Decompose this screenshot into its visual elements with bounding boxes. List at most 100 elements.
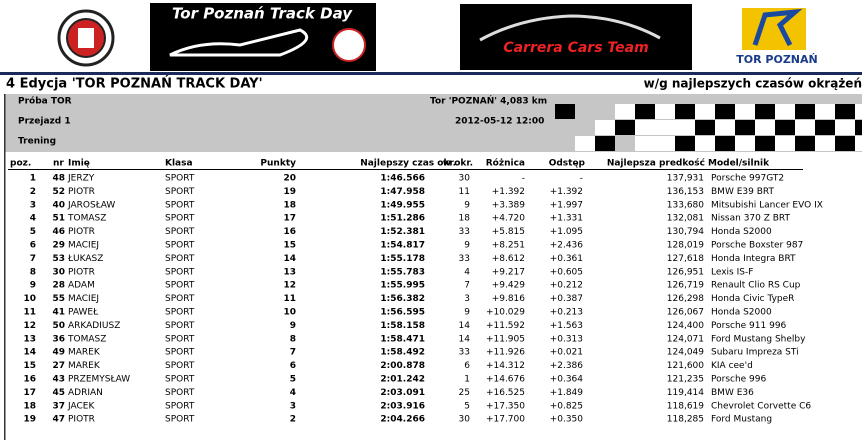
check <box>655 104 675 119</box>
cell: 14 <box>283 254 296 264</box>
cell: ADRIAN <box>68 388 103 398</box>
cell: 11 <box>283 294 296 304</box>
cell: +1.392 <box>550 187 583 197</box>
cell: 1:51.286 <box>380 214 425 224</box>
cell: +17.350 <box>486 401 525 411</box>
banner-right-text: Carrera Cars Team <box>503 40 648 56</box>
cell: SPORT <box>165 375 195 385</box>
cell: 5 <box>290 375 296 385</box>
cell: 10 <box>283 308 296 318</box>
cell: PIOTR <box>68 227 95 237</box>
cell: Chevrolet Corvette C6 <box>711 401 811 411</box>
cell: 126,719 <box>667 281 704 291</box>
cell: 17 <box>23 388 36 398</box>
check <box>755 120 775 135</box>
cell: +3.389 <box>492 200 526 210</box>
cell: JAROSŁAW <box>67 200 115 210</box>
cell: Nissan 370 Z BRT <box>711 214 791 224</box>
subtitle: w/g najlepszych czasów okrążeń <box>644 77 862 91</box>
cell: +1.997 <box>550 200 583 210</box>
check <box>575 136 595 151</box>
check <box>755 104 775 119</box>
cell: 6 <box>464 361 470 371</box>
column-header: nr <box>53 159 64 169</box>
banner-left-text: Tor Poznań Track Day <box>172 5 353 23</box>
check <box>815 136 835 151</box>
cell: 4 <box>464 267 470 277</box>
cell: Honda Civic TypeR <box>711 294 794 304</box>
cell: +1.563 <box>550 321 583 331</box>
check <box>595 120 615 135</box>
cell: 2:03.091 <box>380 388 425 398</box>
cell: PIOTR <box>68 267 95 277</box>
cell: 41 <box>52 308 65 318</box>
cell: +1.392 <box>492 187 525 197</box>
cell: SPORT <box>165 388 195 398</box>
cell: 13 <box>283 267 296 277</box>
cell: SPORT <box>165 361 195 371</box>
cell: MAREK <box>68 348 101 358</box>
check <box>615 120 635 135</box>
session-type: Trening <box>18 137 56 147</box>
cell: Honda S2000 <box>711 308 772 318</box>
cell: 126,951 <box>667 267 704 277</box>
check <box>695 136 715 151</box>
cell: 53 <box>52 254 65 264</box>
cell: SPORT <box>165 200 195 210</box>
cell: 49 <box>52 348 65 358</box>
cell: PAWEŁ <box>68 308 99 318</box>
checkered-flag <box>555 104 862 151</box>
cell: 4 <box>30 214 36 224</box>
cell: 7 <box>290 348 296 358</box>
cell: ARKADIUSZ <box>68 321 120 331</box>
cell: TOMASZ <box>67 334 106 344</box>
poznan-logo-text: TOR POZNAŃ <box>736 53 817 66</box>
cell: 10 <box>23 294 36 304</box>
cell: 1:46.566 <box>380 174 425 184</box>
cell: 50 <box>52 321 65 331</box>
cell: 118,619 <box>667 401 704 411</box>
cell: 14 <box>459 334 471 344</box>
cell: +9.816 <box>492 294 526 304</box>
cell: 133,680 <box>667 200 704 210</box>
cell: TOMASZ <box>67 214 106 224</box>
track-outline <box>169 28 309 57</box>
cell: 1:54.817 <box>380 241 425 251</box>
check <box>735 120 755 135</box>
check <box>775 136 795 151</box>
cell: MAREK <box>68 361 101 371</box>
cell: - <box>580 174 583 184</box>
column-header: Najlepszy czas okr. <box>360 159 456 169</box>
cell: 13 <box>23 334 36 344</box>
check <box>775 104 795 119</box>
cell: 126,298 <box>667 294 704 304</box>
cell: 27 <box>52 361 65 371</box>
cell: +1.331 <box>550 214 583 224</box>
cell: 124,400 <box>667 321 704 331</box>
cell: 46 <box>52 227 65 237</box>
cell: +11.926 <box>486 348 525 358</box>
cell: +0.825 <box>550 401 583 411</box>
check <box>795 136 815 151</box>
column-header: Imię <box>68 159 90 169</box>
cell: 30 <box>459 415 471 425</box>
cell: SPORT <box>165 267 195 277</box>
cell: SPORT <box>165 254 195 264</box>
cell: 14 <box>459 321 471 331</box>
cell: 3 <box>30 200 36 210</box>
cell: 12 <box>283 281 296 291</box>
cell: 9 <box>464 200 470 210</box>
cell: 1 <box>464 375 470 385</box>
cell: MACIEJ <box>68 241 99 251</box>
date: 2012-05-12 12:00 <box>455 117 544 127</box>
cell: 12 <box>23 321 36 331</box>
check <box>595 136 615 151</box>
column-header: w okr. <box>443 159 473 169</box>
check <box>795 120 815 135</box>
column-header: Różnica <box>486 158 525 169</box>
cell: +11.592 <box>486 321 525 331</box>
cell: 16 <box>23 375 36 385</box>
cell: Porsche 996 <box>711 375 767 385</box>
results-table: poz. nr Imię Klasa Punkty Najlepszy czas okr.… <box>8 158 823 425</box>
